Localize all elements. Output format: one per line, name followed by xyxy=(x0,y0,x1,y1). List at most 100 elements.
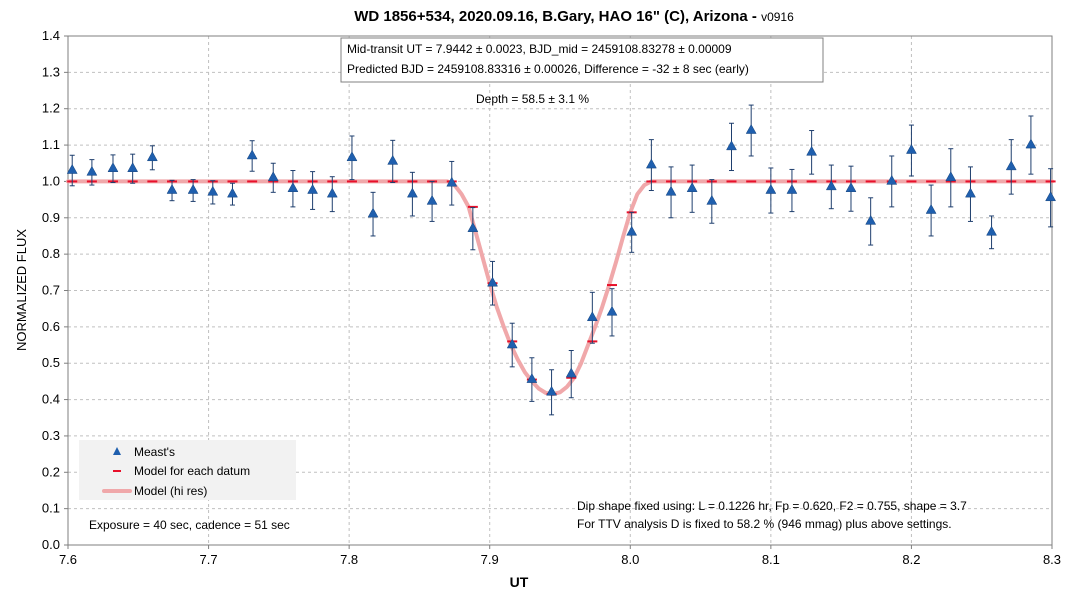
measurement-marker xyxy=(326,187,338,198)
measurement-marker xyxy=(586,311,598,322)
legend-meas-marker xyxy=(113,447,121,455)
measurement-marker xyxy=(246,149,258,160)
chart-title-main: WD 1856+534, 2020.09.16, B.Gary, HAO 16"… xyxy=(354,8,761,25)
measurement-marker xyxy=(1005,160,1017,171)
measurement-point xyxy=(786,168,798,213)
measurement-point xyxy=(467,207,479,251)
measurement-point xyxy=(506,322,518,368)
measurement-point xyxy=(546,369,557,416)
y-tick-label: 1.0 xyxy=(42,173,60,188)
x-tick-label: 7.9 xyxy=(481,552,499,567)
measurement-marker xyxy=(565,367,577,378)
measurement-point xyxy=(227,182,238,206)
measurement-marker xyxy=(406,187,418,198)
y-tick-label: 0.1 xyxy=(42,501,60,516)
fit-results-frame xyxy=(340,37,824,83)
measurement-point xyxy=(745,104,757,157)
fit-results-box: Mid-transit UT = 7.9442 ± 0.0023, BJD_mi… xyxy=(340,37,824,83)
measurement-marker xyxy=(925,203,937,214)
y-tick-label: 0.0 xyxy=(42,537,60,552)
measurement-marker xyxy=(665,185,677,196)
measurement-point xyxy=(86,159,98,186)
measurement-point xyxy=(906,124,917,177)
y-tick-label: 0.2 xyxy=(42,464,60,479)
fit-results-line1: Mid-transit UT = 7.9442 ± 0.0023, BJD_mi… xyxy=(347,42,732,56)
y-tick-label: 0.4 xyxy=(42,392,60,407)
measurement-point xyxy=(645,139,657,192)
measurement-marker xyxy=(446,176,458,187)
measurement-point xyxy=(187,179,199,202)
measurement-point xyxy=(806,130,818,175)
x-tick-label: 7.8 xyxy=(340,552,358,567)
measurement-point xyxy=(307,171,319,210)
y-tick-label: 1.4 xyxy=(42,28,60,43)
measurement-marker xyxy=(166,184,178,194)
measurement-marker xyxy=(146,151,158,162)
measurement-marker xyxy=(346,151,358,162)
measurement-point xyxy=(686,164,698,213)
y-tick-label: 0.6 xyxy=(42,319,60,334)
x-tick-label: 8.2 xyxy=(902,552,920,567)
measurement-point xyxy=(586,291,598,344)
y-tick-label: 1.1 xyxy=(42,137,60,152)
y-tick-label: 0.8 xyxy=(42,246,60,261)
measurement-marker xyxy=(86,165,98,176)
legend-entry-model-hires: Model (hi res) xyxy=(134,484,207,498)
measurement-point xyxy=(146,145,158,171)
measurement-point xyxy=(446,160,458,206)
measurement-point xyxy=(246,140,258,172)
measurement-marker xyxy=(207,185,219,196)
measurement-point xyxy=(387,139,399,184)
measurement-marker xyxy=(287,182,299,192)
measurement-point xyxy=(346,135,358,181)
depth-annotation: Depth = 58.5 ± 3.1 % xyxy=(476,92,589,106)
measurement-point xyxy=(665,166,677,219)
y-tick-label: 0.7 xyxy=(42,283,60,298)
measurement-point xyxy=(66,154,78,187)
measurement-marker xyxy=(886,174,898,185)
measurement-marker xyxy=(745,124,757,134)
legend-entry-measurements: Meast's xyxy=(134,445,175,459)
measurement-point xyxy=(965,166,976,222)
y-tick-label: 0.3 xyxy=(42,428,60,443)
measurement-point xyxy=(1045,168,1057,228)
x-tick-label: 8.3 xyxy=(1043,552,1061,567)
measurement-layer xyxy=(66,104,1057,416)
measurement-point xyxy=(267,162,279,193)
measurement-marker xyxy=(1045,191,1057,202)
legend-entry-model-datum: Model for each datum xyxy=(134,464,250,478)
measurement-marker xyxy=(645,158,657,169)
fit-results-line2: Predicted BJD = 2459108.83316 ± 0.00026,… xyxy=(347,62,749,76)
measurement-marker xyxy=(127,162,139,172)
measurement-point xyxy=(287,170,299,208)
measurement-marker xyxy=(626,225,638,236)
legend: Meast's Model for each datum Model (hi r… xyxy=(79,440,296,500)
measurement-point xyxy=(986,215,997,250)
dip-shape-line1: Dip shape fixed using: L = 0.1226 hr, Fp… xyxy=(577,499,967,513)
y-axis-label: NORMALIZED FLUX xyxy=(14,229,29,351)
gridlines xyxy=(68,36,1052,545)
measurement-point xyxy=(426,180,438,222)
x-tick-label: 8.1 xyxy=(762,552,780,567)
measurement-marker xyxy=(307,184,319,194)
dip-shape-line2: For TTV analysis D is fixed to 58.2 % (9… xyxy=(577,517,952,531)
y-tick-labels: 0.0 0.1 0.2 0.3 0.4 0.5 0.6 0.7 0.8 0.9 1.0 1.1 1.2 1… xyxy=(42,28,68,552)
measurement-marker xyxy=(686,182,698,192)
measurement-marker xyxy=(945,171,957,182)
measurement-point xyxy=(1025,115,1037,175)
measurement-point xyxy=(406,171,418,217)
chart-title-version: v0916 xyxy=(761,10,794,24)
measurement-point xyxy=(1005,139,1017,195)
measurement-marker xyxy=(387,154,399,165)
measurement-marker xyxy=(227,187,238,198)
measurement-point xyxy=(626,211,638,253)
measurement-point xyxy=(107,154,119,184)
x-tick-label: 7.6 xyxy=(59,552,77,567)
measurement-marker xyxy=(526,373,538,383)
measurement-marker xyxy=(467,222,479,232)
measurement-marker xyxy=(986,225,997,236)
measurement-point xyxy=(127,153,139,184)
measurement-marker xyxy=(1025,138,1037,149)
measurement-marker xyxy=(426,194,438,205)
